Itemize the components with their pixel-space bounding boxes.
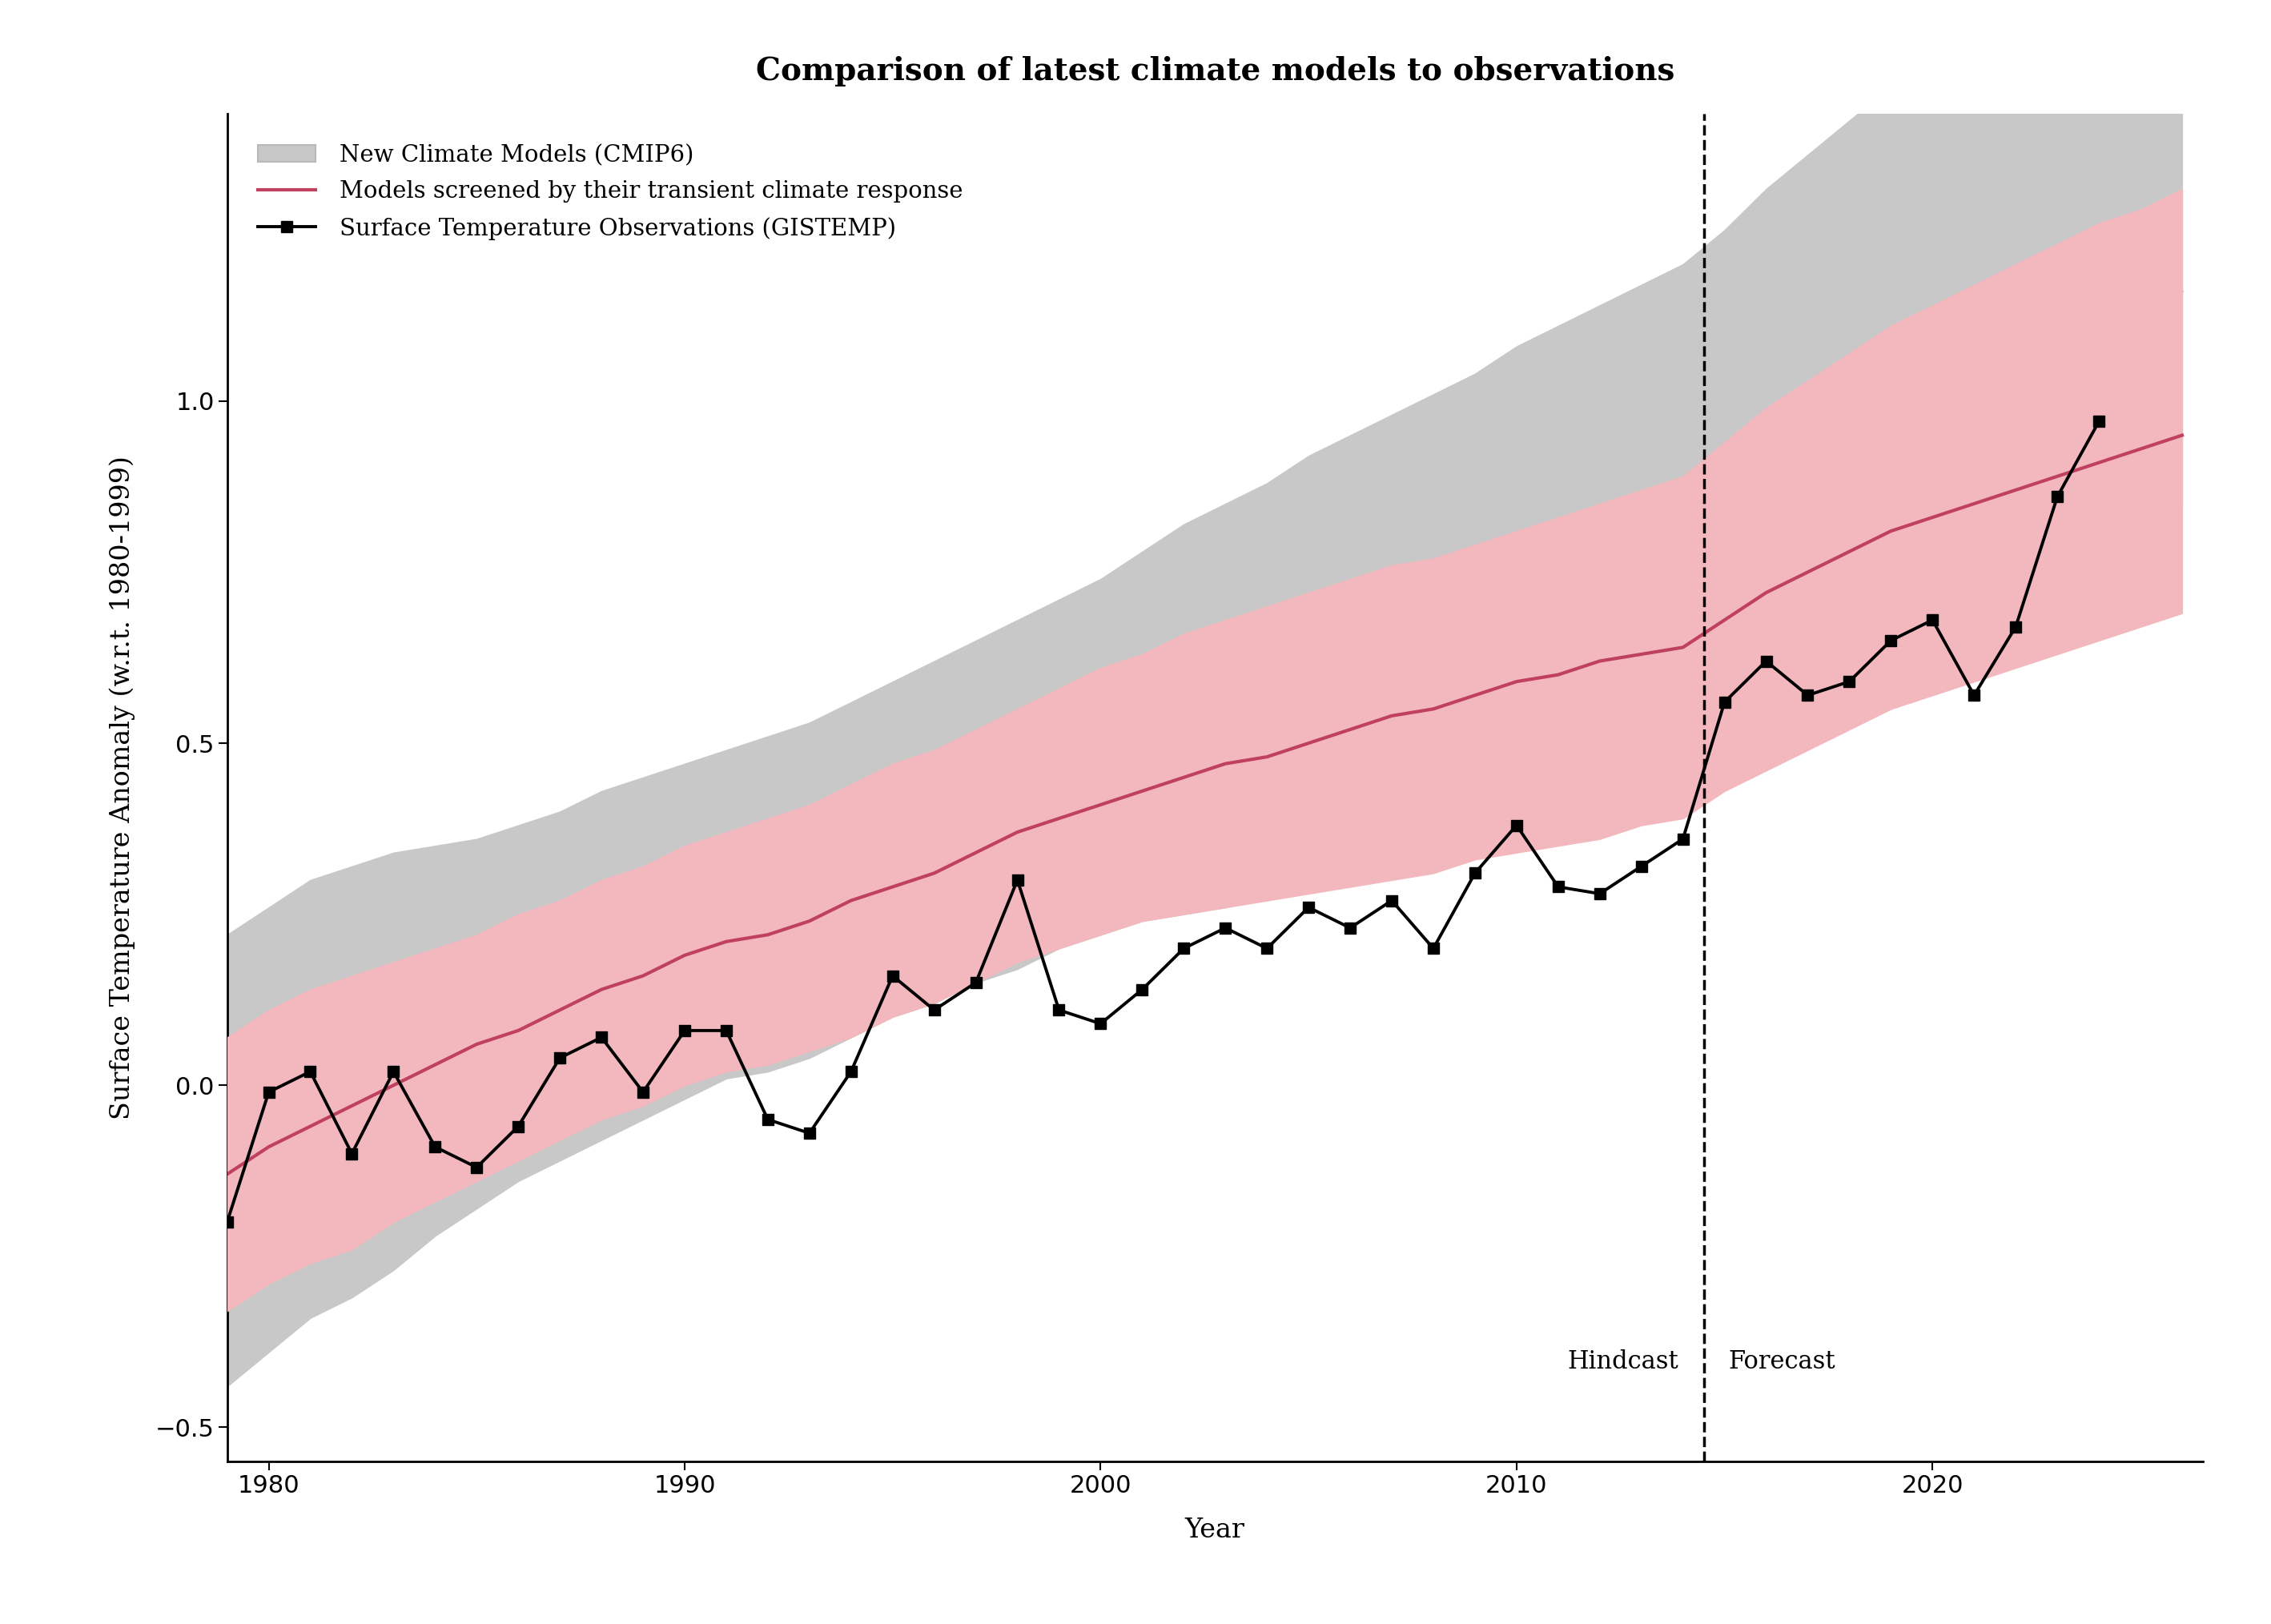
X-axis label: Year: Year bbox=[1185, 1518, 1245, 1543]
Y-axis label: Surface Temperature Anomaly (w.r.t. 1980-1999): Surface Temperature Anomaly (w.r.t. 1980… bbox=[109, 456, 136, 1119]
Legend: New Climate Models (CMIP6), Models screened by their transient climate response,: New Climate Models (CMIP6), Models scree… bbox=[238, 125, 981, 258]
Title: Comparison of latest climate models to observations: Comparison of latest climate models to o… bbox=[756, 57, 1674, 86]
Text: Forecast: Forecast bbox=[1728, 1350, 1835, 1374]
Text: Hindcast: Hindcast bbox=[1567, 1350, 1678, 1374]
